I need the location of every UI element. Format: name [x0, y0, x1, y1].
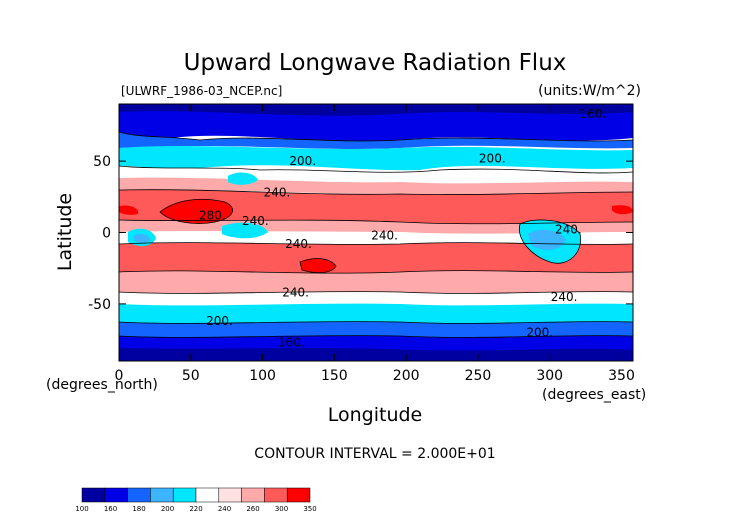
contour-240-equator [119, 242, 633, 245]
contour-label: 160. [579, 107, 606, 121]
hot-spot-east [612, 205, 633, 215]
band-south-cyan [119, 303, 633, 324]
contour-label: 240. [264, 186, 291, 200]
maritime-cold-cell [222, 222, 268, 239]
contour-label: 160. [278, 335, 305, 349]
x-tick-label: 0 [115, 368, 124, 384]
band-north-cyan [119, 146, 633, 171]
colorbar-swatch [127, 487, 151, 503]
himalaya-cold-patch [228, 172, 258, 185]
contour-saharan-core [159, 198, 233, 224]
y-axis-units: (degrees_north) [46, 377, 158, 393]
contour-280-north [119, 219, 633, 225]
africa-cold-core [134, 233, 150, 243]
contour-200-north [119, 165, 633, 174]
contour-value-labels: 160. 200. 200. 240. 280. 240. 240. 240. 240. 240.… [199, 107, 606, 349]
colorbar: 100 160 180 200 220 240 260 300 350 [75, 487, 317, 513]
colorbar-swatch [81, 487, 106, 503]
band-south-pink [119, 270, 633, 294]
colorbar-label: 350 [303, 505, 316, 513]
y-tick-label: 0 [102, 226, 111, 242]
x-tick-label: 50 [182, 368, 200, 384]
colorbar-swatch [150, 487, 174, 503]
contour-amazon-core [519, 219, 581, 264]
units-label: (units:W/m^2) [538, 83, 641, 99]
amazon-cold-core [528, 229, 566, 250]
contour-fill [119, 104, 633, 361]
x-axis-units: (degrees_east) [542, 387, 646, 403]
colorbar-label: 100 [75, 505, 88, 513]
colorbar-swatch [241, 487, 265, 503]
contour-lines [119, 131, 633, 338]
x-tick-label: 350 [608, 368, 635, 384]
colorbar-swatch [104, 487, 128, 503]
colorbar-swatch [218, 487, 242, 503]
colorbar-swatch [286, 487, 311, 503]
chart-title: Upward Longwave Radiation Flux [184, 50, 567, 76]
contour-label: 280. [199, 208, 226, 222]
colorbar-label: 160 [104, 505, 117, 513]
contour-label: 200. [479, 151, 506, 165]
contour-label: 240. [555, 223, 582, 237]
band-north-mid [119, 132, 633, 149]
contour-240-north [119, 189, 633, 195]
band-tropics-north [119, 189, 633, 224]
colorbar-label: 260 [246, 505, 259, 513]
australian-hot-spot [300, 258, 336, 273]
colorbar-swatch [172, 487, 197, 503]
contour-australian-core [299, 258, 337, 274]
y-axis-label: Latitude [54, 193, 76, 271]
contour-label: 240. [285, 237, 312, 251]
colorbar-label: 200 [161, 505, 174, 513]
y-tick-label: -50 [88, 297, 111, 313]
x-tick-label: 150 [321, 368, 348, 384]
colorbar-label: 220 [189, 505, 202, 513]
contour-label: 200. [526, 325, 553, 339]
band-south-white [119, 291, 633, 306]
x-axis-ticks: 0 50 100 150 200 250 300 350 [115, 104, 635, 384]
contour-interval-label: CONTOUR INTERVAL = 2.000E+01 [254, 446, 495, 462]
colorbar-label: 300 [275, 505, 288, 513]
x-axis-label: Longitude [328, 404, 423, 426]
contour-200-south [119, 321, 633, 324]
contour-label: 240. [551, 290, 578, 304]
x-tick-label: 200 [393, 368, 420, 384]
source-file-label: [ULWRF_1986-03_NCEP.nc] [121, 84, 282, 98]
x-tick-label: 250 [465, 368, 492, 384]
y-tick-label: 50 [93, 154, 111, 170]
colorbar-swatch [195, 487, 220, 503]
x-tick-label: 300 [536, 368, 563, 384]
contour-label: 240. [371, 228, 398, 242]
hot-spot-west [119, 205, 139, 215]
band-arctic-core [119, 104, 633, 116]
x-tick-label: 100 [249, 368, 276, 384]
contour-160-south [119, 335, 633, 338]
band-south-mid [119, 321, 633, 338]
contour-label: 200. [289, 154, 316, 168]
contour-240-south [119, 291, 633, 294]
band-north-white [119, 166, 633, 184]
contour-160-north [119, 131, 633, 142]
colorbar-label: 180 [132, 505, 145, 513]
colorbar-label: 240 [218, 505, 231, 513]
saharan-hot-spot [160, 199, 233, 224]
band-tropics-south [119, 242, 633, 274]
contour-260-south [119, 270, 633, 274]
contour-label: 240. [282, 285, 309, 299]
colorbar-swatch [264, 487, 288, 503]
contour-label: 200. [206, 314, 233, 328]
band-antarctic-core [119, 348, 633, 361]
contour-label: 240. [242, 214, 269, 228]
y-axis-ticks: -50 0 50 [88, 154, 633, 313]
